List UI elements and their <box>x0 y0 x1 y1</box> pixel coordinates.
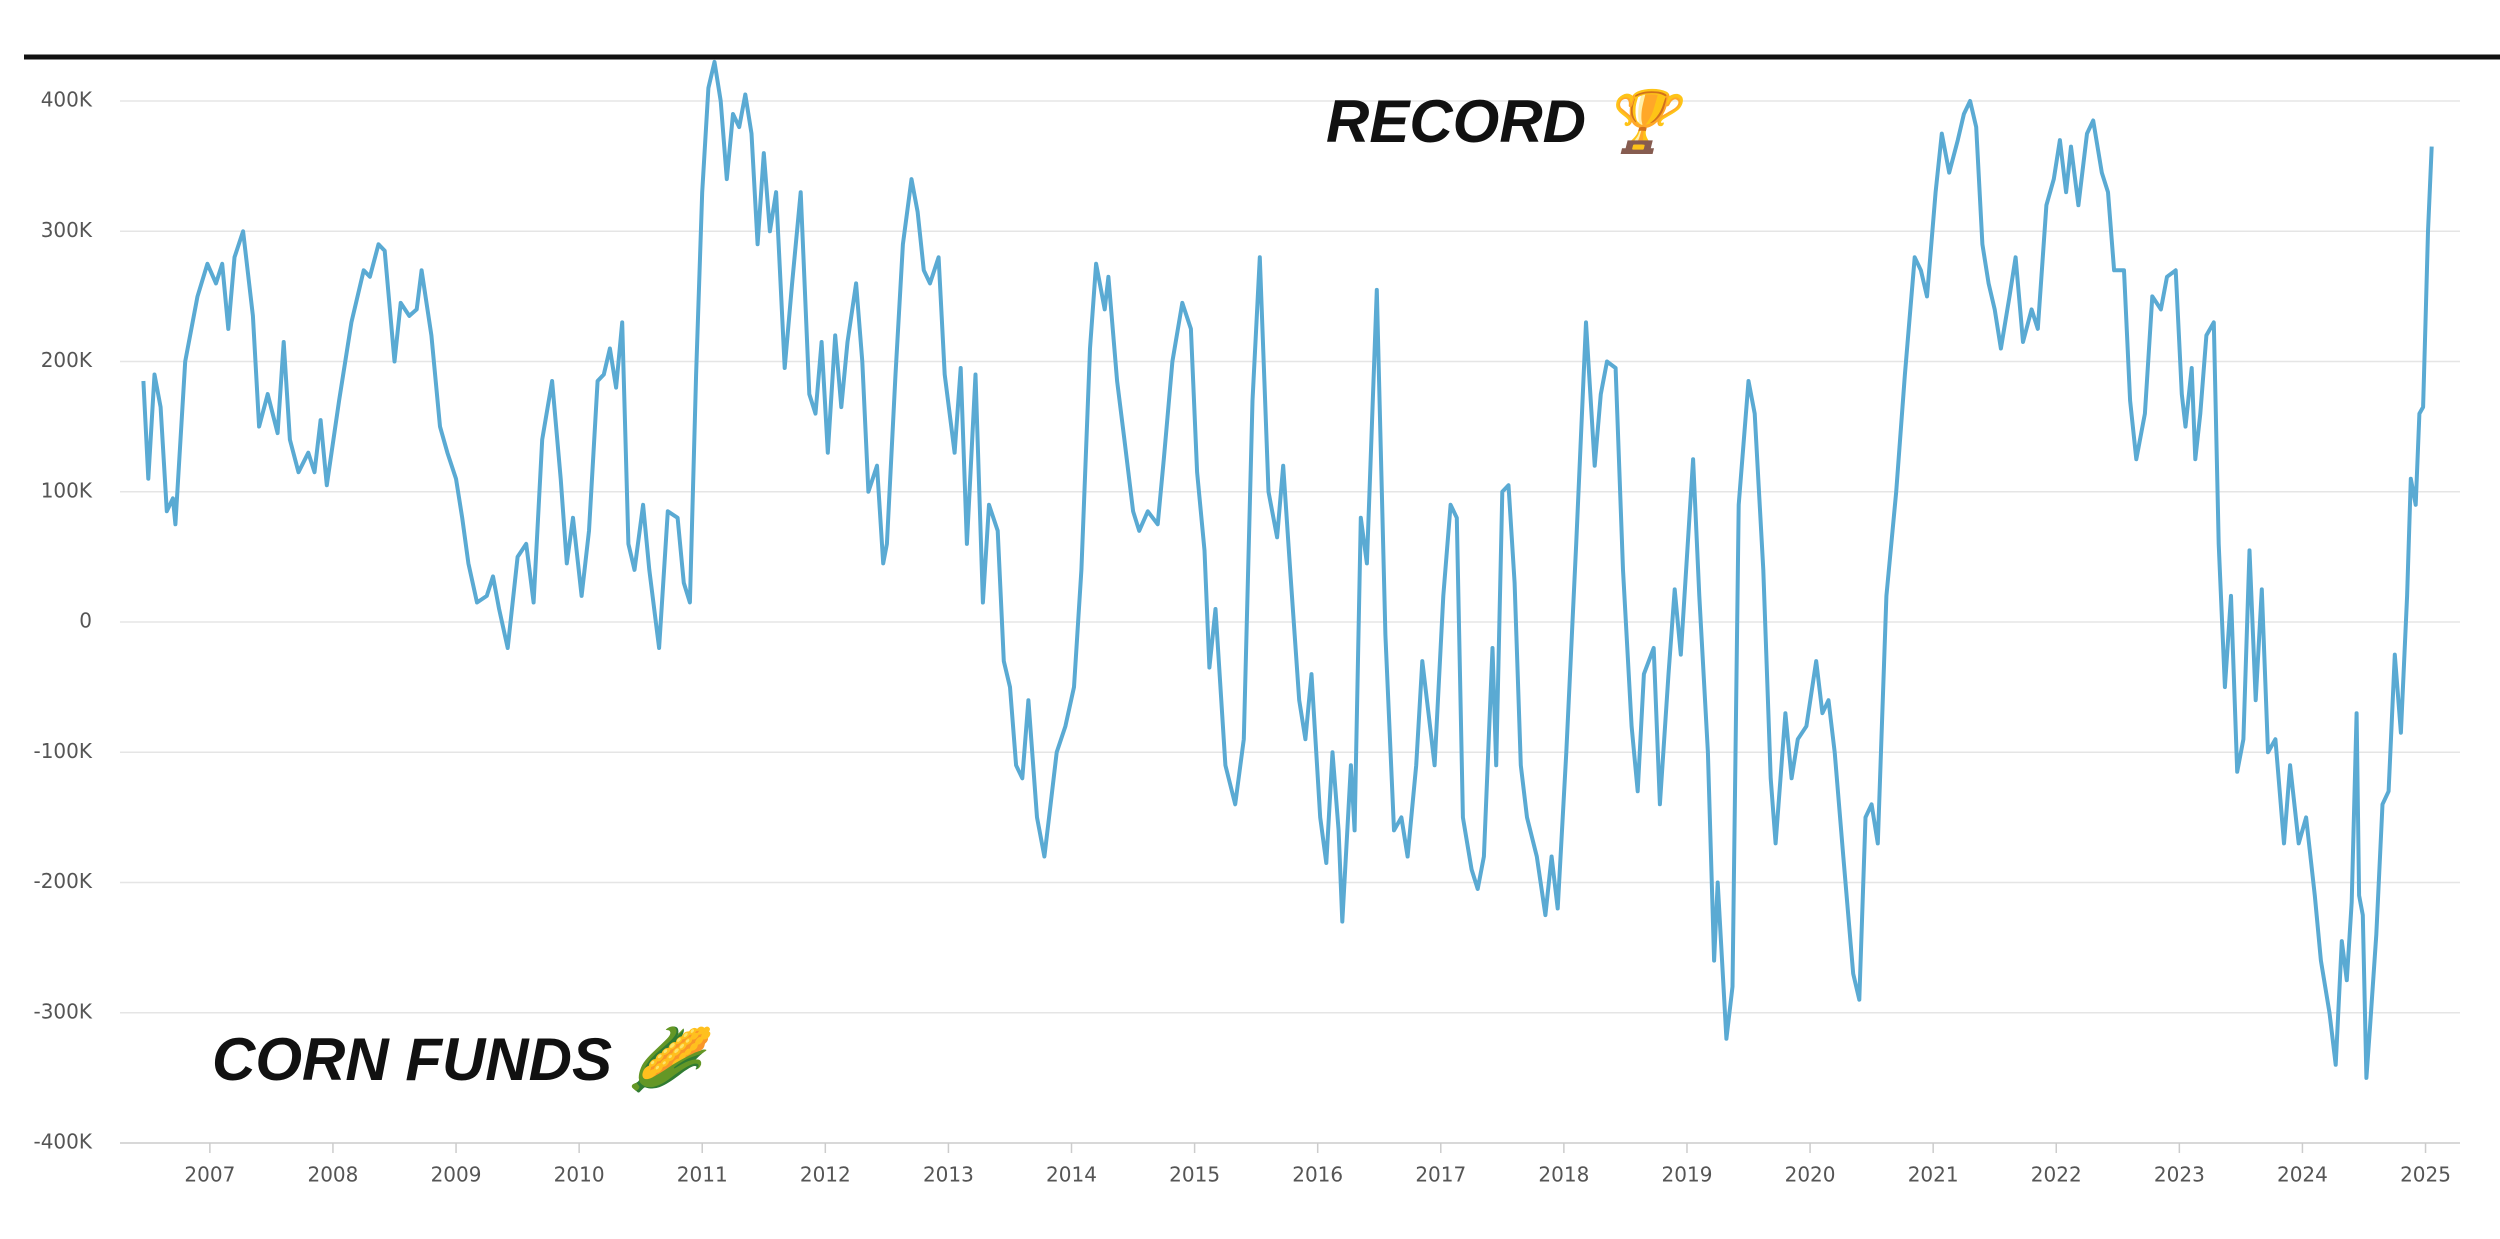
y-tick-label: 300K <box>41 218 93 242</box>
x-tick-label: 2020 <box>1785 1163 1836 1187</box>
x-tick-label: 2018 <box>1538 1163 1589 1187</box>
x-tick-label: 2022 <box>2031 1163 2082 1187</box>
y-tick-label: -300K <box>33 999 92 1023</box>
x-tick-label: 2015 <box>1169 1163 1220 1187</box>
x-tick-label: 2012 <box>800 1163 851 1187</box>
y-tick-label: 100K <box>41 478 93 502</box>
y-tick-label: 0 <box>79 609 92 633</box>
y-tick-label: 200K <box>41 348 93 372</box>
y-tick-label: -400K <box>33 1130 92 1154</box>
x-tick-label: 2014 <box>1046 1163 1097 1187</box>
annotation: CORN FUNDS 🌽 <box>212 1023 715 1094</box>
x-tick-label: 2010 <box>554 1163 605 1187</box>
x-tick-label: 2013 <box>923 1163 974 1187</box>
data-line <box>141 59 2434 1080</box>
x-tick-label: 2021 <box>1908 1163 1959 1187</box>
x-tick-label: 2007 <box>184 1163 235 1187</box>
annotation: RECORD 🏆 <box>1326 87 1690 156</box>
x-tick-label: 2016 <box>1292 1163 1343 1187</box>
y-tick-label: 400K <box>41 88 93 112</box>
y-tick-label: -200K <box>33 869 92 893</box>
x-tick-label: 2008 <box>307 1163 358 1187</box>
x-tick-label: 2023 <box>2154 1163 2205 1187</box>
y-tick-label: -100K <box>33 739 92 763</box>
x-tick-label: 2024 <box>2277 1163 2328 1187</box>
x-tick-label: 2019 <box>1662 1163 1713 1187</box>
x-tick-label: 2009 <box>431 1163 482 1187</box>
x-tick-label: 2017 <box>1415 1163 1466 1187</box>
x-tick-label: 2011 <box>677 1163 728 1187</box>
x-tick-label: 2025 <box>2400 1163 2451 1187</box>
